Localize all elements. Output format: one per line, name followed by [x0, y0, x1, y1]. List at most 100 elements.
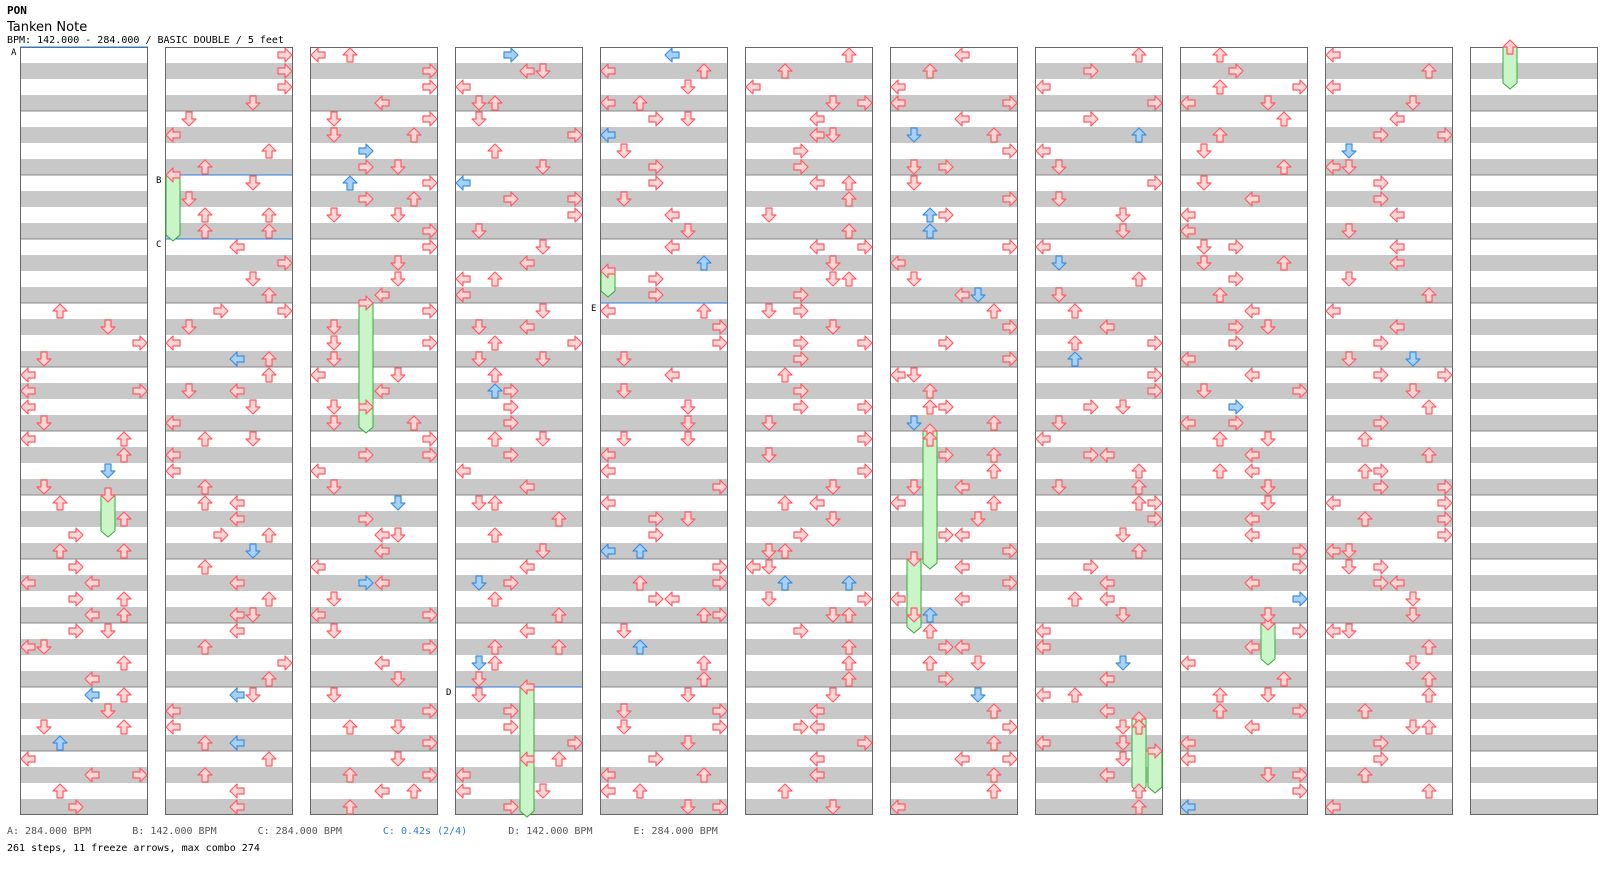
arrow-up-icon — [52, 495, 68, 511]
beat-band — [310, 511, 438, 527]
shock-arrow-icon — [1292, 591, 1308, 607]
arrow-down-icon — [1115, 735, 1131, 751]
arrow-up-icon — [1212, 687, 1228, 703]
arrow-right-icon — [712, 575, 728, 591]
beat-band — [890, 383, 1018, 399]
beat-band — [1470, 607, 1598, 623]
arrow-left-icon — [229, 623, 245, 639]
chart-info: BPM: 142.000 - 284.000 / BASIC DOUBLE / … — [7, 35, 284, 46]
arrow-right-icon — [1002, 543, 1018, 559]
arrow-right-icon — [358, 159, 374, 175]
arrow-left-icon — [374, 287, 390, 303]
beat-band — [310, 287, 438, 303]
arrow-right-icon — [277, 79, 293, 95]
arrow-up-icon — [116, 511, 132, 527]
arrow-right-icon — [1147, 383, 1163, 399]
column-border — [1325, 47, 1453, 815]
arrow-left-icon — [310, 367, 326, 383]
arrow-down-icon — [471, 319, 487, 335]
beat-band — [310, 415, 438, 431]
beat-band — [310, 735, 438, 751]
beat-band — [20, 383, 148, 399]
arrow-up-icon — [487, 143, 503, 159]
arrow-right-icon — [1083, 559, 1099, 575]
arrow-up-icon — [1067, 303, 1083, 319]
column-border — [1180, 47, 1308, 815]
beat-band — [310, 607, 438, 623]
arrow-right-icon — [1147, 495, 1163, 511]
legend-item-e: E: 284.000 BPM — [633, 826, 718, 837]
shock-arrow-icon — [906, 415, 922, 431]
arrow-right-icon — [422, 303, 438, 319]
arrow-left-icon — [310, 47, 326, 63]
arrow-up-icon — [986, 127, 1002, 143]
beat-band — [1180, 319, 1308, 335]
beat-band — [310, 351, 438, 367]
arrow-up-icon — [1276, 111, 1292, 127]
arrow-left-icon — [165, 719, 181, 735]
arrow-down-icon — [326, 335, 342, 351]
arrow-up-icon — [406, 783, 422, 799]
arrow-right-icon — [358, 399, 374, 415]
arrow-left-icon — [1325, 623, 1341, 639]
shock-arrow-icon — [696, 255, 712, 271]
beat-band — [1035, 703, 1163, 719]
arrow-left-icon — [455, 783, 471, 799]
beat-band — [165, 95, 293, 111]
arrow-right-icon — [1373, 191, 1389, 207]
arrow-right-icon — [567, 735, 583, 751]
arrow-down-icon — [245, 175, 261, 191]
beat-band — [1180, 639, 1308, 655]
arrow-right-icon — [1373, 735, 1389, 751]
arrow-left-icon — [1389, 319, 1405, 335]
arrow-left-icon — [600, 303, 616, 319]
arrow-right-icon — [503, 399, 519, 415]
arrow-down-icon — [36, 479, 52, 495]
arrow-right-icon — [1292, 79, 1308, 95]
chart-column — [1325, 47, 1453, 815]
arrow-right-icon — [1373, 463, 1389, 479]
arrow-up-icon — [1421, 719, 1437, 735]
arrow-left-icon — [1244, 575, 1260, 591]
shock-arrow-icon — [503, 47, 519, 63]
shock-arrow-icon — [922, 207, 938, 223]
arrow-left-icon — [890, 255, 906, 271]
arrow-right-icon — [793, 623, 809, 639]
shock-arrow-icon — [342, 175, 358, 191]
arrow-down-icon — [1115, 751, 1131, 767]
arrow-left-icon — [20, 431, 36, 447]
arrow-up-icon — [1421, 287, 1437, 303]
column-border — [1470, 47, 1598, 815]
shock-arrow-icon — [390, 495, 406, 511]
arrow-right-icon — [712, 799, 728, 815]
arrow-up-icon — [841, 607, 857, 623]
beat-band — [1470, 95, 1598, 111]
arrow-down-icon — [471, 671, 487, 687]
song-title: Tanken Note — [7, 20, 88, 35]
arrow-down-icon — [616, 143, 632, 159]
arrow-left-icon — [229, 575, 245, 591]
arrow-left-icon — [600, 63, 616, 79]
arrow-left-icon — [374, 383, 390, 399]
arrow-up-icon — [52, 783, 68, 799]
bpm-marker-label: E — [591, 304, 596, 314]
arrow-down-icon — [1405, 607, 1421, 623]
arrow-left-icon — [1244, 367, 1260, 383]
arrow-up-icon — [986, 783, 1002, 799]
column-border — [745, 47, 873, 815]
bpm-marker-label: C — [156, 240, 161, 250]
beat-band — [745, 319, 873, 335]
arrow-left-icon — [954, 287, 970, 303]
beat-band — [1470, 127, 1598, 143]
beat-band — [1470, 287, 1598, 303]
arrow-down-icon — [1405, 95, 1421, 111]
arrow-left-icon — [20, 639, 36, 655]
beat-band — [1470, 63, 1598, 79]
beat-band — [1035, 479, 1163, 495]
arrow-right-icon — [857, 591, 873, 607]
arrow-right-icon — [938, 399, 954, 415]
arrow-down-icon — [825, 687, 841, 703]
beat-band — [745, 287, 873, 303]
arrow-right-icon — [857, 335, 873, 351]
arrow-down-icon — [1341, 559, 1357, 575]
